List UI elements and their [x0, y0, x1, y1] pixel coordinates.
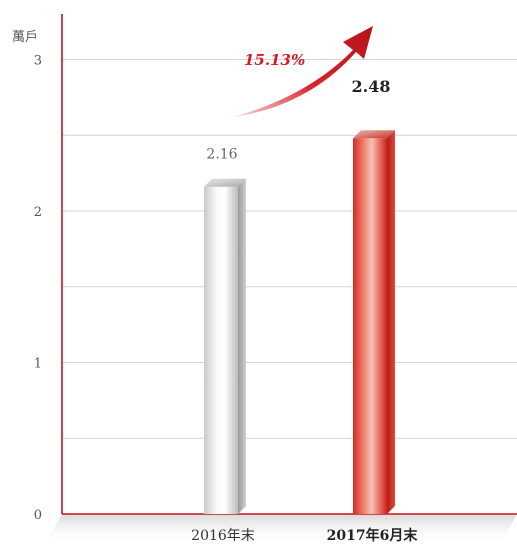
category-label-2016: 2016年末: [191, 528, 255, 544]
bar-2016: [204, 178, 246, 514]
bar-2016-top: [204, 178, 246, 187]
category-labels: 2016年末 2017年6月末: [191, 527, 418, 544]
value-label-2017: 2.48: [352, 77, 391, 96]
y-tick-label: 3: [34, 53, 42, 68]
gridlines: [62, 58, 517, 439]
bar-2016-front: [204, 186, 238, 514]
y-tick-label: 2: [34, 205, 42, 220]
bar-2017-jun: [353, 130, 395, 514]
growth-label: 15.13%: [244, 51, 305, 69]
bars: [204, 130, 395, 514]
y-tick-labels: 0 1 2 3: [34, 53, 42, 523]
value-label-2016: 2.16: [206, 147, 237, 163]
growth-arrow-icon: [233, 26, 373, 117]
bar-2017-jun-top: [353, 130, 395, 139]
bar-2016-side: [238, 178, 246, 514]
y-tick-label: 1: [34, 356, 42, 371]
bar-2017-jun-side: [387, 130, 395, 514]
category-label-2017: 2017年6月末: [327, 527, 419, 544]
chart-floor: [45, 514, 517, 545]
value-labels: 2.16 2.48: [206, 77, 390, 162]
y-tick-label: 0: [34, 508, 42, 523]
unit-label: 萬戶: [12, 30, 38, 45]
bar-2017-jun-front: [353, 138, 387, 514]
